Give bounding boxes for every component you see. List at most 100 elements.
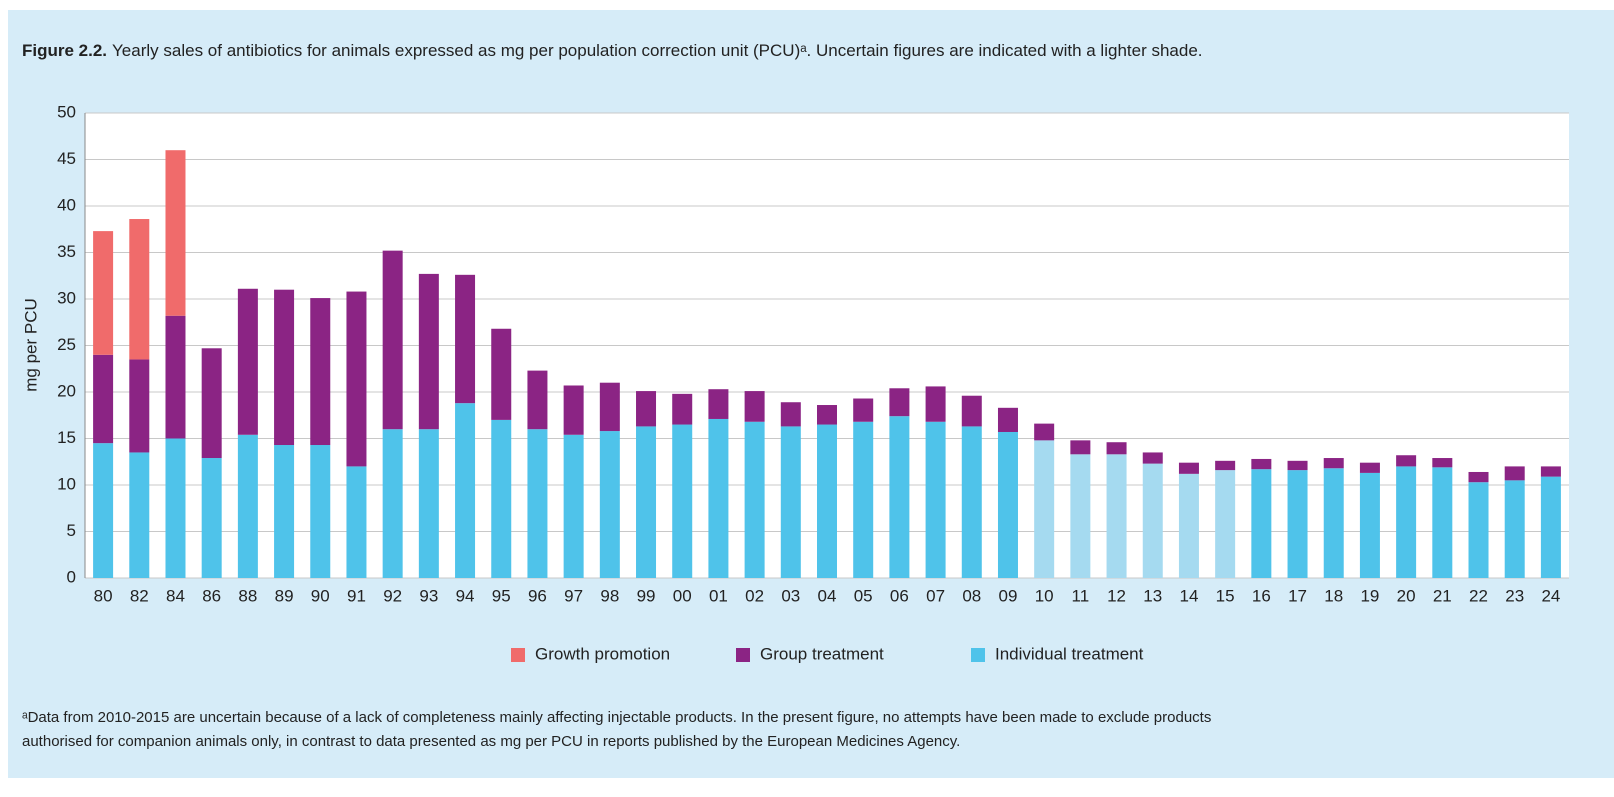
bar-segment <box>1142 463 1163 578</box>
bar-segment <box>382 250 403 430</box>
bar-segment <box>961 426 982 578</box>
bar-segment <box>129 359 150 453</box>
x-tick-label: 01 <box>709 586 728 605</box>
legend-label: Group treatment <box>760 644 884 663</box>
x-tick-label: 20 <box>1397 586 1416 605</box>
x-tick-label: 97 <box>564 586 583 605</box>
x-tick-label: 96 <box>528 586 547 605</box>
y-tick-label: 15 <box>57 428 76 447</box>
bar-segment <box>1034 423 1055 441</box>
bar-segment <box>1287 470 1308 578</box>
bar-segment <box>382 429 403 578</box>
bar-segment <box>1468 471 1489 483</box>
x-tick-label: 82 <box>130 586 149 605</box>
y-tick-label: 35 <box>57 242 76 261</box>
bar-segment <box>1540 476 1561 578</box>
bar-segment <box>925 421 946 578</box>
x-tick-label: 23 <box>1505 586 1524 605</box>
x-tick-label: 21 <box>1433 586 1452 605</box>
bar-segment <box>1251 458 1272 470</box>
bar-segment <box>129 219 150 360</box>
legend-swatch <box>971 648 985 662</box>
footnote: authorised for companion animals only, i… <box>22 733 960 750</box>
y-tick-label: 25 <box>57 335 76 354</box>
x-tick-label: 12 <box>1107 586 1126 605</box>
bar-segment <box>1359 472 1380 578</box>
bar-segment <box>780 402 801 427</box>
y-tick-label: 30 <box>57 288 76 307</box>
bar-segment <box>201 458 222 578</box>
bar-segment <box>1323 458 1344 469</box>
bar-segment <box>346 466 367 578</box>
bar-segment <box>237 288 258 435</box>
bar-segment <box>853 421 874 578</box>
y-tick-label: 0 <box>67 567 76 586</box>
bar-segment <box>1106 442 1127 455</box>
bar-segment <box>274 289 295 446</box>
x-tick-label: 03 <box>781 586 800 605</box>
bar-segment <box>636 426 657 578</box>
bar-segment <box>1070 454 1091 578</box>
bar-segment <box>672 424 693 578</box>
bar-segment <box>1215 470 1236 578</box>
bar-segment <box>780 426 801 578</box>
x-tick-label: 14 <box>1179 586 1198 605</box>
x-tick-label: 98 <box>600 586 619 605</box>
x-tick-label: 84 <box>166 586 185 605</box>
bar-segment <box>853 398 874 422</box>
y-tick-label: 10 <box>57 474 76 493</box>
x-tick-label: 86 <box>202 586 221 605</box>
bar-segment <box>889 416 910 578</box>
bar-segment <box>491 419 512 578</box>
bar-segment <box>1432 467 1453 578</box>
bar-segment <box>1540 466 1561 477</box>
bar-segment <box>165 150 186 316</box>
bar-segment <box>1070 440 1091 455</box>
x-tick-label: 95 <box>492 586 511 605</box>
x-tick-label: 05 <box>854 586 873 605</box>
bar-segment <box>346 291 367 467</box>
bar-segment <box>1251 469 1272 578</box>
bar-segment <box>1396 455 1417 467</box>
bar-segment <box>455 403 476 578</box>
x-tick-label: 19 <box>1360 586 1379 605</box>
title-label: Figure 2.2. <box>22 41 107 60</box>
bar-segment <box>889 388 910 417</box>
bar-segment <box>1215 460 1236 471</box>
legend-label: Individual treatment <box>995 644 1144 663</box>
bar-segment <box>1396 466 1417 578</box>
x-tick-label: 11 <box>1072 586 1090 605</box>
bar-segment <box>672 393 693 425</box>
bar-segment <box>563 385 584 435</box>
bar-segment <box>997 431 1018 578</box>
y-tick-label: 20 <box>57 381 76 400</box>
y-tick-label: 45 <box>57 149 76 168</box>
bar-segment <box>527 370 548 430</box>
bar-segment <box>418 429 439 578</box>
bar-segment <box>1432 458 1453 468</box>
x-tick-label: 90 <box>311 586 330 605</box>
x-tick-label: 06 <box>890 586 909 605</box>
bar-segment <box>201 348 222 459</box>
bar-segment <box>817 424 837 578</box>
bar-segment <box>1504 480 1525 578</box>
bar-segment <box>274 445 295 578</box>
x-tick-label: 09 <box>999 586 1018 605</box>
bar-segment <box>165 438 186 578</box>
x-tick-label: 88 <box>238 586 257 605</box>
bar-segment <box>1034 440 1055 578</box>
bar-segment <box>1504 466 1525 481</box>
x-tick-label: 17 <box>1288 586 1307 605</box>
x-tick-label: 04 <box>818 586 837 605</box>
bar-segment <box>310 445 331 578</box>
x-tick-label: 24 <box>1541 586 1560 605</box>
x-tick-label: 99 <box>637 586 656 605</box>
title-text: Yearly sales of antibiotics for animals … <box>112 41 1202 60</box>
y-tick-label: 5 <box>67 521 76 540</box>
bar-segment <box>455 274 476 404</box>
bar-segment <box>1359 462 1380 473</box>
bar-segment <box>817 405 837 425</box>
bar-segment <box>563 434 584 578</box>
bar-segment <box>165 315 186 439</box>
y-axis-label: mg per PCU <box>21 298 40 392</box>
